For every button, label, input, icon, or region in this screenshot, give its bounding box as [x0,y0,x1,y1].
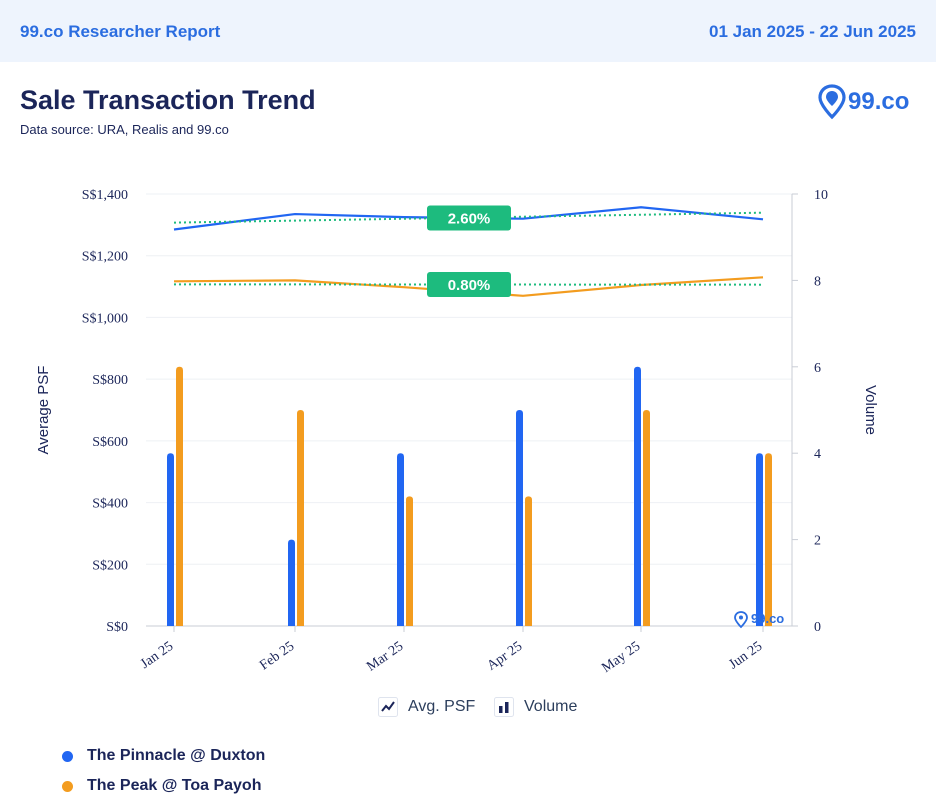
chart-watermark: 99.co [734,611,784,629]
y2-axis-title: Volume [862,385,879,435]
sale-transaction-chart: S$0 S$200 S$400 S$600 S$800 S$1,000 S$1,200 S$1… [35,188,879,676]
volume-bar [525,496,532,626]
volume-bar [397,453,404,626]
watermark-text: 99.co [751,611,784,626]
y2-tick-label: 10 [814,188,828,203]
trend-badge: 2.60% [427,205,511,231]
y2-tick-label: 4 [814,447,821,462]
volume-bar [516,410,523,626]
y-tick-label: S$200 [92,558,128,573]
trend-badge-label: 0.80% [448,277,491,294]
y-axis-title: Average PSF [35,366,52,455]
chart-axes [146,193,798,632]
series-2-name: The Peak @ Toa Payoh [87,777,262,794]
trend-line [173,211,764,224]
trend-badges: 2.60% 0.80% [427,205,511,298]
report-name: 99.co Researcher Report [20,22,221,41]
axis-labels: S$0 S$200 S$400 S$600 S$800 S$1,000 S$1,200 S$1… [35,188,879,676]
x-tick-label: Jan 25 [138,639,176,672]
volume-bar [634,366,641,626]
y2-tick-label: 2 [814,534,821,549]
volume-bars [167,366,772,626]
legend-volume[interactable]: Volume [494,697,577,717]
trend-badge: 0.80% [427,272,511,298]
brand-logo: 99.co [818,84,909,120]
x-tick-label: Apr 25 [485,639,526,674]
grid-lines [146,193,792,627]
page-title: Sale Transaction Trend [20,85,316,115]
y-tick-label: S$1,400 [82,188,128,203]
series-legend-item-2[interactable]: The Peak @ Toa Payoh [62,776,261,796]
trend-badge-bg [427,272,511,298]
trend-badge-bg [427,205,511,231]
y2-tick-label: 8 [814,274,821,289]
y-tick-label: S$0 [106,620,128,635]
volume-bar [167,453,174,626]
volume-bar [643,410,650,626]
date-range: 01 Jan 2025 - 22 Jun 2025 [709,22,916,41]
legend-avg-psf[interactable]: Avg. PSF [378,697,475,717]
y2-tick-label: 0 [814,620,821,635]
y-tick-label: S$600 [92,435,128,450]
y-tick-label: S$400 [92,497,128,512]
volume-bar [406,496,413,626]
map-pin-icon [818,84,846,120]
legend-volume-label: Volume [524,698,578,715]
y-tick-label: S$1,200 [82,250,128,265]
x-tick-label: May 25 [599,639,643,676]
x-tick-label: Jun 25 [726,639,765,672]
volume-bar [765,453,772,626]
bar-chart-icon [494,697,514,717]
volume-bar [176,366,183,626]
volume-bar [288,539,295,626]
y-tick-label: S$800 [92,373,128,388]
data-source-note: Data source: URA, Realis and 99.co [20,122,229,137]
volume-bar [756,453,763,626]
x-tick-label: Mar 25 [364,639,406,675]
y2-tick-label: 6 [814,361,821,376]
legend-avg-psf-label: Avg. PSF [408,698,476,715]
series-1-name: The Pinnacle @ Duxton [87,747,266,764]
logo-text: 99.co [848,88,909,115]
volume-bar [297,410,304,626]
y-tick-label: S$1,000 [82,311,128,326]
series-2-swatch [62,780,73,792]
x-tick-label: Feb 25 [257,639,297,673]
line-chart-icon [378,697,398,717]
chart-type-legend: Avg. PSF Volume [0,697,936,721]
report-header-bar: 99.co Researcher Report 01 Jan 2025 - 22… [0,0,936,62]
series-1-swatch [62,750,73,762]
series-legend-item-1[interactable]: The Pinnacle @ Duxton [62,746,265,766]
trend-badge-label: 2.60% [448,211,491,228]
